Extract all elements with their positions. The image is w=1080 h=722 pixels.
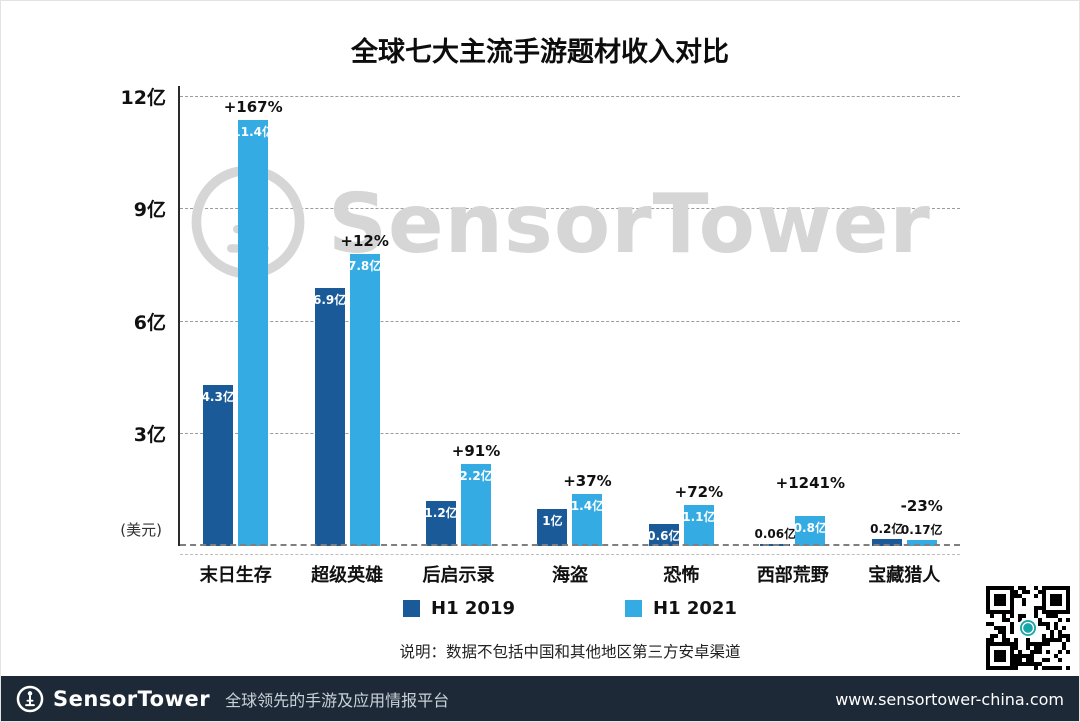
category-label-5: 西部荒野: [756, 565, 829, 586]
legend-swatch-h1-2019: [403, 600, 421, 617]
legend-label-h1-2019: H1 2019: [431, 598, 515, 619]
y-axis-labels: (美元) 12亿 9亿 6亿 3亿: [88, 86, 166, 546]
bar-h1-2019-0: 4.3亿: [201, 385, 235, 546]
bar-value-label: 1.4亿: [570, 498, 605, 513]
bar-value-label: 7.8亿: [347, 259, 382, 274]
bar-value-label: 0.17亿: [900, 522, 943, 537]
growth-label-4: +72%: [674, 482, 724, 501]
bar-value-label: 0.8亿: [793, 521, 827, 536]
category-label-3: 海盗: [551, 565, 588, 586]
bar-value-label: 0.06亿: [754, 526, 797, 541]
category-label-2: 后启示录: [422, 565, 495, 586]
bar-group-6: 0.2亿 0.17亿 -23% 宝藏猎人: [868, 86, 943, 586]
bar-group-5: 0.06亿 0.8亿 +1241% 西部荒野: [755, 86, 845, 586]
y-tick-label-6: 6亿: [133, 311, 166, 334]
footer-tagline: 全球领先的手游及应用情报平台: [225, 691, 450, 710]
bar-group-4: 0.6亿 1.1亿 +72% 恐怖: [647, 86, 723, 586]
bar-h1-2021-3: 1.4亿: [570, 493, 605, 546]
growth-label-2: +91%: [451, 441, 501, 460]
category-label-6: 宝藏猎人: [868, 565, 941, 586]
gridline-3: [180, 432, 960, 434]
legend-swatch-h1-2021: [625, 600, 642, 617]
bar-h1-2019-2: 1.2亿: [424, 501, 458, 546]
qr-code: [986, 586, 1070, 670]
chart-note: 说明：数据不包括中国和其他地区第三方安卓渠道: [399, 643, 741, 661]
bar-value-label: 0.6亿: [647, 528, 681, 543]
bar-value-label: 1亿: [542, 513, 563, 528]
legend-item-h1-2021: H1 2021: [625, 598, 737, 619]
bar-group-3: 1亿 1.4亿 +37% 海盗: [537, 86, 612, 586]
plot-area: SensorTower 4.3亿 11.4亿 +167% 末日生存 6.9亿 7.8亿 +1…: [178, 86, 960, 586]
bar-h1-2021-6: 0.17亿: [901, 523, 943, 546]
y-tick-label-3: 3亿: [133, 423, 166, 446]
growth-label-1: +12%: [340, 232, 389, 251]
bar-value-label: 1.1亿: [682, 509, 716, 524]
footer-brand: SensorTower: [53, 687, 211, 711]
bar-value-label: 6.9亿: [312, 292, 347, 307]
growth-label-6: -23%: [900, 496, 943, 515]
bar-h1-2019-6: 0.2亿: [870, 522, 903, 546]
page-title: 全球七大主流手游题材收入对比: [351, 37, 729, 68]
category-label-0: 末日生存: [199, 565, 272, 586]
y-tick-label-9: 9亿: [133, 199, 166, 222]
bar-h1-2021-1: 7.8亿: [347, 254, 382, 546]
bar-group-2: 1.2亿 2.2亿 +91% 后启示录: [423, 86, 501, 586]
gridline-6: [180, 320, 960, 322]
sensortower-logo-icon: [16, 685, 44, 713]
growth-label-3: +37%: [563, 471, 612, 490]
gridline-12: [180, 96, 960, 98]
x-axis-baseline-secondary: [180, 554, 960, 555]
legend-label-h1-2021: H1 2021: [653, 598, 737, 619]
category-label-1: 超级英雄: [311, 565, 384, 586]
bar-group-1: 6.9亿 7.8亿 +12% 超级英雄: [311, 86, 389, 586]
bar-h1-2019-1: 6.9亿: [312, 287, 347, 546]
bar-h1-2021-0: 11.4亿: [232, 119, 274, 546]
footer-bar: SensorTower 全球领先的手游及应用情报平台 www.sensortow…: [0, 676, 1080, 722]
footer-url: www.sensortower-china.com: [835, 689, 1064, 709]
y-axis-line: [178, 86, 180, 546]
x-axis-baseline: [180, 544, 960, 546]
bar-h1-2019-4: 0.6亿: [647, 523, 681, 546]
bar-h1-2019-3: 1亿: [537, 508, 568, 546]
bar-groups: 4.3亿 11.4亿 +167% 末日生存 6.9亿 7.8亿 +12% 超级英雄 1.2亿 2.…: [180, 86, 960, 586]
bar-group-0: 4.3亿 11.4亿 +167% 末日生存: [200, 86, 283, 586]
category-label-4: 恐怖: [663, 565, 700, 586]
gridline-9: [180, 208, 960, 210]
bar-h1-2021-2: 2.2亿: [459, 463, 493, 546]
y-tick-label-12: 12亿: [120, 87, 166, 110]
bar-h1-2021-5: 0.8亿: [793, 516, 827, 546]
bar-value-label: 11.4亿: [232, 124, 275, 139]
growth-label-5: +1241%: [775, 474, 845, 493]
bar-h1-2021-4: 1.1亿: [682, 504, 716, 546]
legend: H1 2019 H1 2021: [180, 598, 960, 619]
bar-value-label: 1.2亿: [424, 506, 458, 521]
growth-label-0: +167%: [223, 97, 283, 116]
legend-item-h1-2019: H1 2019: [403, 598, 515, 619]
y-axis-unit-label: (美元): [120, 521, 162, 539]
bar-value-label: 4.3亿: [201, 390, 235, 405]
bar-value-label: 2.2亿: [459, 468, 493, 483]
bar-value-label: 0.2亿: [870, 521, 904, 536]
